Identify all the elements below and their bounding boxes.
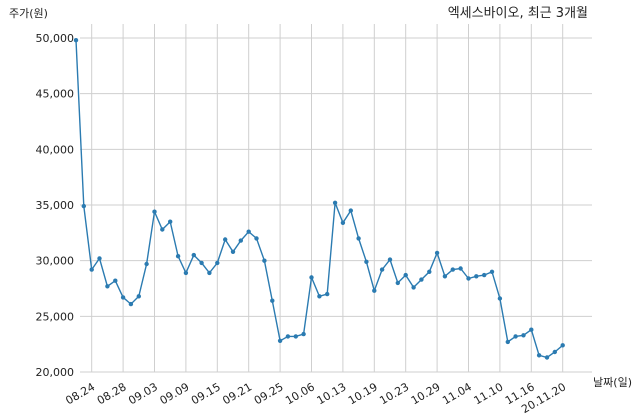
price-point: [340, 220, 346, 225]
y-tick-label: 50,000: [36, 32, 75, 45]
price-point: [513, 334, 518, 339]
price-point: [89, 267, 94, 272]
price-series: [73, 38, 565, 360]
price-point: [529, 327, 534, 332]
price-point: [411, 285, 416, 290]
x-tick-label: 10.13: [315, 380, 349, 407]
price-point: [395, 280, 400, 286]
price-point: [105, 284, 110, 289]
y-tick-label: 25,000: [36, 310, 75, 323]
price-point: [474, 274, 479, 279]
price-point: [152, 209, 157, 214]
price-point: [144, 261, 149, 267]
y-tick-label: 35,000: [36, 199, 75, 212]
price-point: [230, 249, 236, 254]
price-point: [458, 266, 463, 271]
chart-title: 엑세스바이오, 최근 3개월: [448, 6, 588, 21]
price-point: [427, 269, 432, 274]
price-point: [521, 333, 526, 338]
x-tick-label: 09.25: [252, 380, 286, 407]
x-tick-label: 11.04: [440, 380, 474, 407]
price-point: [113, 278, 118, 283]
y-tick-labels: 20,000 25,000 30,000 35,000 40,000 45,000 50,0…: [36, 32, 75, 379]
x-tick-label: 08.28: [95, 380, 129, 407]
price-point: [215, 260, 220, 266]
price-point: [277, 338, 283, 343]
price-point: [246, 229, 251, 234]
price-point: [419, 277, 424, 282]
price-point: [97, 256, 102, 261]
y-axis-label: 주가(원): [9, 7, 48, 20]
price-point: [309, 275, 314, 280]
price-point: [450, 267, 455, 272]
price-point: [497, 296, 503, 301]
price-point: [285, 334, 291, 339]
price-point: [120, 295, 126, 300]
price-point: [466, 276, 471, 281]
x-tick-label: 10.29: [409, 380, 443, 407]
x-tick-labels: 08.2408.2809.0309.0909.1509.2109.2510.06…: [63, 380, 568, 414]
price-point: [160, 227, 165, 232]
x-axis-label: 날짜(일): [593, 375, 632, 389]
y-tick-label: 45,000: [36, 88, 75, 101]
price-point: [536, 353, 542, 358]
x-tick-label: 11.10: [472, 380, 506, 407]
price-point: [379, 267, 385, 272]
x-tick-label: 09.03: [126, 380, 160, 407]
price-point: [254, 236, 259, 241]
price-point: [238, 238, 243, 243]
price-point: [560, 343, 565, 348]
price-point: [325, 291, 330, 297]
price-point: [223, 237, 228, 242]
price-point: [442, 274, 448, 279]
price-point: [552, 349, 557, 355]
price-point: [81, 203, 87, 209]
x-tick-label: 09.15: [189, 380, 223, 407]
x-tick-label: 09.21: [220, 380, 254, 407]
price-point: [270, 298, 275, 303]
x-tick-label: 09.09: [158, 380, 192, 407]
price-point: [183, 270, 189, 276]
price-point: [544, 355, 550, 360]
x-tick-label: 10.19: [346, 380, 380, 407]
price-point: [387, 257, 393, 262]
price-point: [482, 272, 487, 278]
price-point: [356, 236, 361, 241]
price-point: [434, 250, 440, 256]
y-tick-label: 20,000: [36, 366, 75, 379]
price-point: [505, 339, 510, 345]
price-point: [317, 294, 322, 299]
price-line: [75, 40, 564, 359]
price-point: [168, 219, 173, 224]
price-point: [332, 200, 338, 205]
price-point: [293, 334, 298, 339]
x-tick-label: 08.24: [63, 380, 97, 407]
price-point: [136, 294, 141, 299]
price-point: [372, 288, 377, 293]
x-tick-label: 10.23: [377, 380, 411, 407]
price-point: [262, 258, 267, 263]
price-point: [364, 259, 369, 264]
price-point: [403, 272, 408, 278]
price-point: [73, 38, 79, 43]
price-point: [489, 269, 495, 274]
y-tick-label: 30,000: [36, 255, 75, 268]
price-point: [348, 208, 353, 213]
y-tick-label: 40,000: [36, 143, 75, 156]
price-point: [207, 270, 212, 276]
grid-layer: [80, 24, 592, 373]
price-point: [175, 254, 181, 259]
x-tick-label: 10.06: [283, 380, 317, 407]
price-point: [191, 252, 196, 258]
price-point: [199, 260, 204, 266]
price-point: [128, 301, 134, 307]
price-point: [301, 331, 306, 337]
